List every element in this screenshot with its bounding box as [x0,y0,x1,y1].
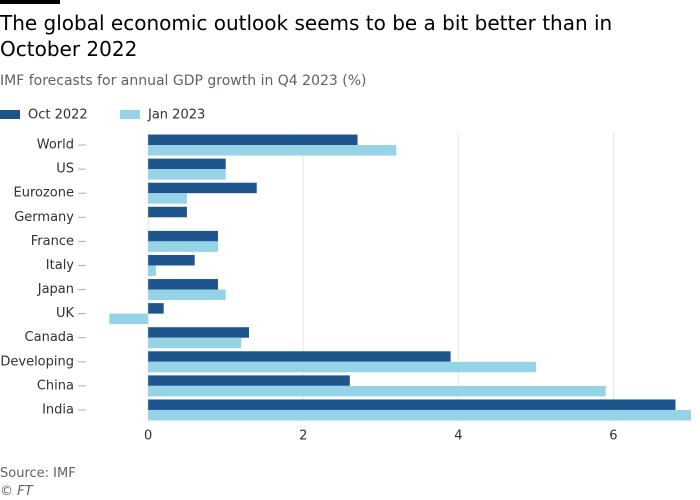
y-tick-label: Developing [0,354,74,369]
bar [148,279,218,290]
bar [148,409,692,421]
bar [148,375,350,386]
bar [109,313,149,325]
y-tick-label: Germany [14,210,74,225]
y-tick-label: France [31,234,74,249]
bar [148,230,218,242]
bar [148,241,218,252]
source: Source: IMF [0,466,76,481]
legend-label: Oct 2022 [28,108,88,123]
bar [148,182,257,194]
x-tick-label: 2 [299,429,307,444]
chart-subtitle: IMF forecasts for annual GDP growth in Q… [0,73,367,89]
y-tick-label: Italy [46,258,75,273]
brand-bar [0,0,60,4]
chart-title: The global economic outlook seems to be … [0,11,613,61]
bar [148,158,226,170]
y-tick-label: Canada [25,330,74,345]
bar [148,145,397,156]
bar [148,399,676,410]
y-tick-label: India [42,402,74,417]
y-tick-label: World [37,138,74,153]
y-tick-label: UK [56,306,75,321]
bar [148,327,249,338]
y-tick-label: China [37,378,74,393]
y-tick-label: Eurozone [14,186,74,201]
x-tick-label: 6 [609,429,617,444]
bar [148,303,164,314]
credit: © FT [0,484,33,499]
bar [148,254,195,266]
bar [148,134,358,146]
bar [148,206,187,218]
legend-swatch [0,110,20,119]
bar [148,169,226,180]
bar [148,337,242,349]
bar [148,361,536,373]
y-tick-label: US [56,162,74,177]
bar [148,289,226,301]
legend-label: Jan 2023 [147,108,205,123]
bar [148,193,187,204]
x-tick-label: 4 [454,429,462,444]
x-tick-label: 0 [144,429,152,444]
y-tick-label: Japan [37,282,74,297]
legend-swatch [120,110,140,119]
bar [148,351,451,362]
bar [148,385,606,397]
bar [148,265,156,276]
